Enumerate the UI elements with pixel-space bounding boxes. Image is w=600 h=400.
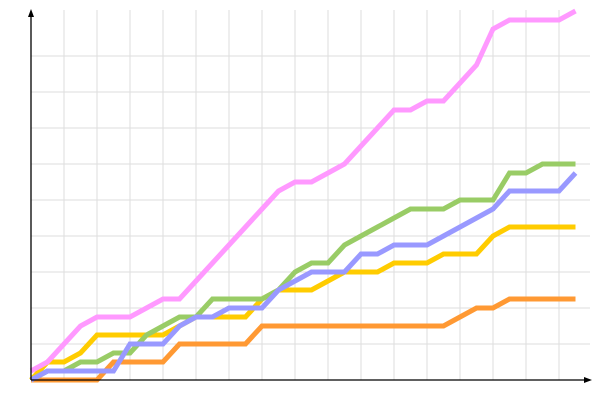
series-group — [29, 8, 578, 383]
series-line-4 — [29, 171, 578, 383]
y-axis-arrow-icon — [28, 9, 34, 17]
axes — [28, 9, 592, 383]
series-line-1 — [29, 224, 576, 382]
x-axis-arrow-icon — [584, 377, 592, 383]
series-line-5 — [29, 8, 577, 374]
grid — [31, 10, 590, 380]
